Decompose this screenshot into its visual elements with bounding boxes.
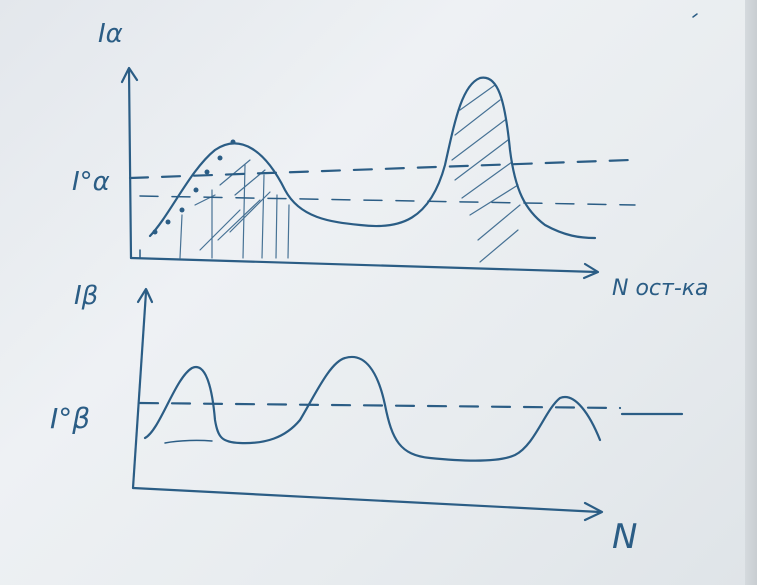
bottom-x-axis-label: N [612,517,637,557]
labels: Iα I°α N ост-ка Iβ I°β N [50,19,709,557]
top-y-axis [129,70,131,258]
i-alpha-zero-label: I°α [72,167,110,197]
second-peak-hatching [452,85,520,262]
bottom-y-axis [133,292,146,488]
i-alpha-curve [150,78,595,238]
sample-points [153,140,236,235]
stray-pen-mark [693,14,697,17]
top-x-axis-label: N ост-ка [612,276,709,301]
i-alpha-axis-label: Iα [98,19,123,49]
i-beta-zero-level-line [140,403,620,408]
bottom-plot [133,289,682,520]
i-beta-curve [145,357,600,461]
secondary-dashed-level [140,196,635,205]
i-beta-axis-label: Iβ [74,281,98,311]
bottom-x-axis [133,488,600,512]
i-beta-zero-label: I°β [50,402,90,435]
i-alpha-zero-level-line [130,160,630,178]
baseline-inner-stroke [165,440,212,443]
top-x-axis [131,258,597,272]
top-plot [122,68,635,278]
